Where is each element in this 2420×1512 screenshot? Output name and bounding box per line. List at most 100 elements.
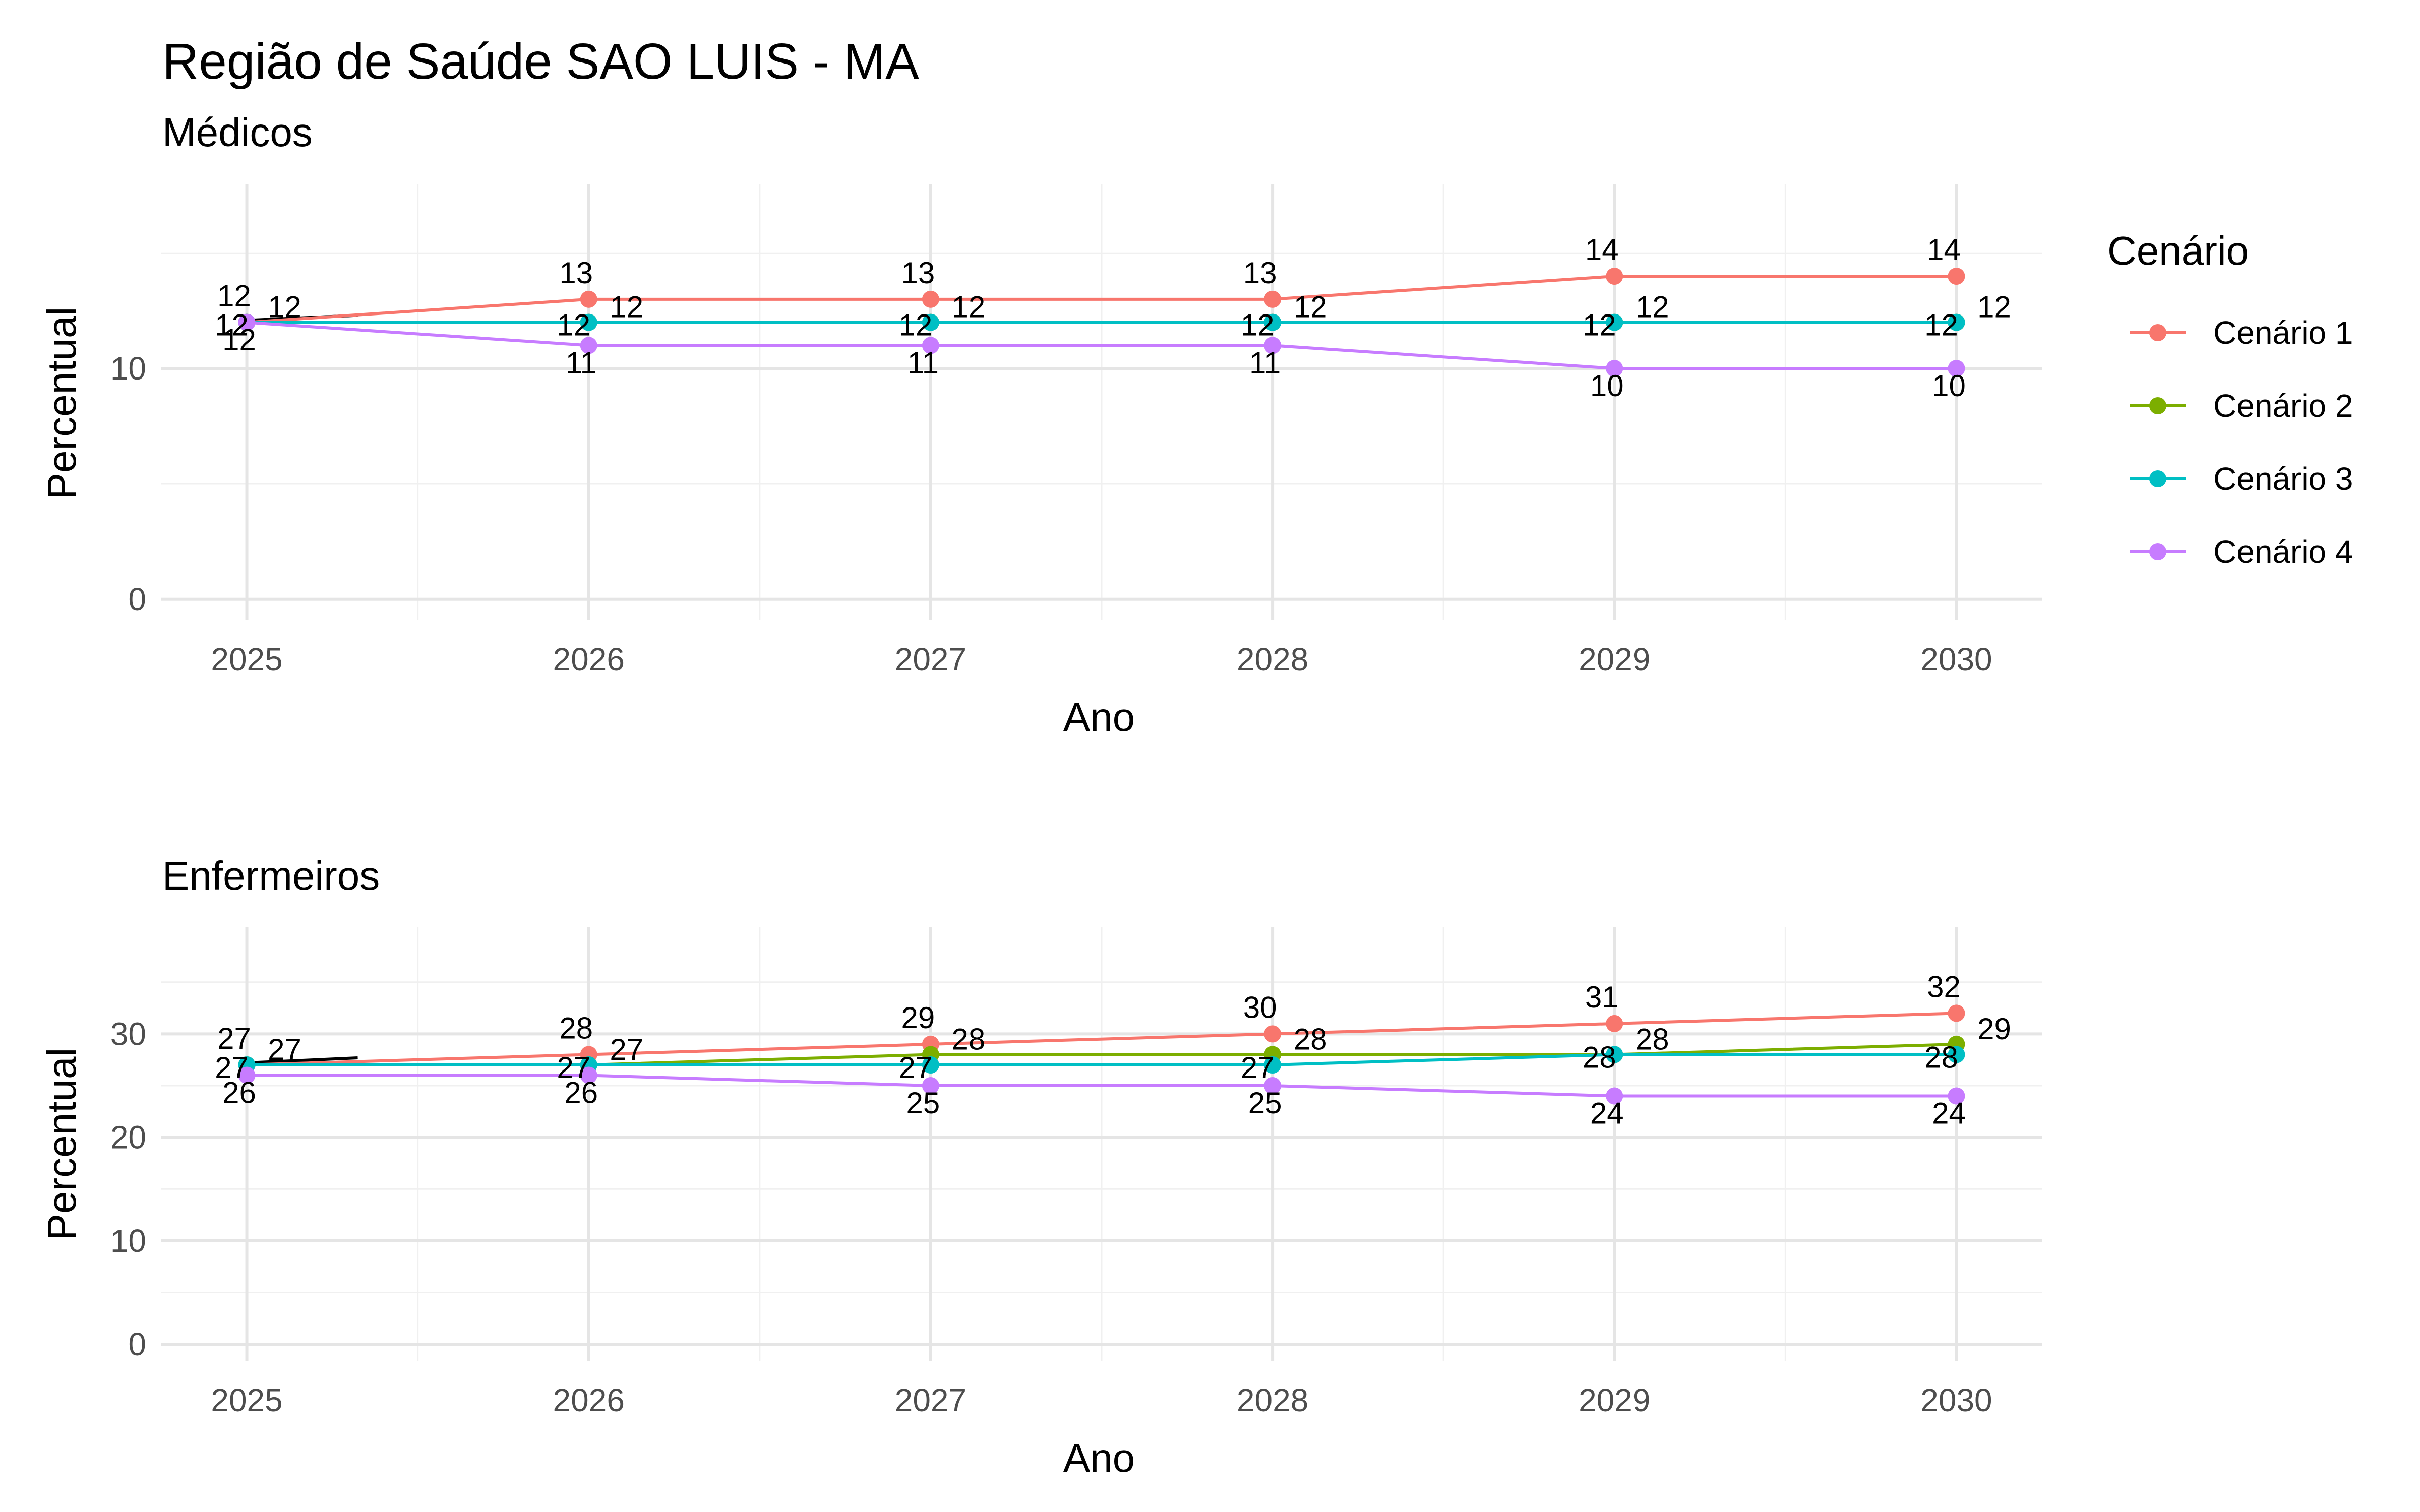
- chart-title: Região de Saúde SAO LUIS - MA: [162, 33, 919, 90]
- legend-item-label: Cenário 4: [2213, 534, 2353, 570]
- y-tick-label: 10: [110, 350, 146, 387]
- x-tick-label: 2026: [553, 1382, 625, 1418]
- y-tick-label: 0: [128, 581, 146, 617]
- legend-item-label: Cenário 3: [2213, 461, 2353, 497]
- data-label: 27: [1241, 1051, 1275, 1085]
- data-label: 12: [952, 290, 986, 324]
- data-point-4: [580, 1066, 597, 1084]
- data-point-4: [922, 337, 939, 354]
- data-label: 10: [1932, 369, 1966, 403]
- data-label: 14: [1585, 233, 1619, 267]
- y-tick-label: 0: [128, 1326, 146, 1362]
- data-label: 31: [1585, 980, 1619, 1014]
- data-label: 12: [1583, 308, 1616, 342]
- data-label: 12: [222, 323, 256, 357]
- data-point-4: [1264, 1077, 1282, 1095]
- x-tick-label: 2027: [895, 1382, 966, 1418]
- data-point-3: [580, 313, 597, 331]
- data-label: 12: [215, 308, 249, 342]
- data-point-1: [1948, 1004, 1965, 1022]
- x-tick-label: 2025: [211, 641, 282, 677]
- data-label: 10: [1590, 369, 1624, 403]
- data-label: 30: [1243, 990, 1277, 1024]
- series-line-4: [247, 321, 1957, 370]
- data-point-1: [922, 290, 939, 308]
- x-tick-label: 2028: [1237, 1382, 1308, 1418]
- data-point-1: [1264, 1025, 1282, 1043]
- data-label: 11: [1249, 346, 1281, 380]
- data-point-4: [922, 1077, 939, 1095]
- data-point-4: [1606, 1087, 1623, 1105]
- data-label: 27: [217, 1022, 251, 1055]
- data-label: 14: [1927, 233, 1961, 267]
- data-label: 27: [610, 1033, 643, 1066]
- data-point-1: [580, 290, 597, 308]
- series-line-1: [247, 275, 1957, 324]
- panel-1-y-axis-title: Percentual: [39, 307, 84, 499]
- label-leader-line: [247, 1056, 358, 1064]
- data-label: 11: [566, 346, 597, 380]
- legend-key-point: [2149, 470, 2166, 487]
- data-label: 28: [1924, 1040, 1958, 1074]
- x-tick-label: 2029: [1579, 641, 1650, 677]
- data-label: 11: [908, 346, 939, 380]
- data-point-4: [1606, 360, 1623, 377]
- y-tick-label: 10: [110, 1223, 146, 1259]
- data-label: 28: [1294, 1022, 1327, 1056]
- data-point-4: [238, 313, 256, 331]
- data-label: 25: [1248, 1086, 1282, 1120]
- data-point-3: [922, 1056, 939, 1074]
- data-label: 24: [1590, 1097, 1624, 1130]
- panel-2-y-axis-title: Percentual: [39, 1048, 84, 1240]
- data-label: 28: [952, 1022, 986, 1056]
- x-tick-label: 2026: [553, 641, 625, 677]
- data-label: 12: [1294, 290, 1327, 324]
- legend-title: Cenário: [2107, 228, 2249, 273]
- legend-key-point: [2149, 324, 2166, 341]
- data-point-1: [1606, 1015, 1623, 1032]
- data-label: 32: [1927, 970, 1961, 1003]
- data-label: 28: [1636, 1022, 1669, 1056]
- data-label: 29: [901, 1001, 935, 1035]
- data-label: 13: [559, 256, 593, 290]
- data-point-3: [1264, 1056, 1282, 1074]
- x-tick-label: 2030: [1920, 641, 1992, 677]
- legend: Cenário Cenário 1 Cenário 2 Cenário 3 Cenár…: [2107, 228, 2353, 570]
- x-tick-label: 2027: [895, 641, 966, 677]
- data-label: 27: [268, 1033, 301, 1066]
- data-label: 12: [1636, 290, 1669, 324]
- panel-1-x-axis-title: Ano: [1063, 695, 1135, 739]
- data-label: 12: [268, 290, 301, 324]
- series-line-4: [247, 1074, 1957, 1098]
- data-label: 12: [899, 308, 933, 342]
- data-label: 29: [1977, 1012, 2011, 1046]
- legend-item-label: Cenário 1: [2213, 314, 2353, 351]
- data-point-3: [1264, 313, 1282, 331]
- data-point-1: [1948, 268, 1965, 285]
- data-label: 12: [557, 308, 590, 342]
- legend-item-label: Cenário 2: [2213, 388, 2353, 424]
- x-tick-label: 2030: [1920, 1382, 1992, 1418]
- y-tick-label: 30: [110, 1016, 146, 1052]
- data-point-4: [1948, 1087, 1965, 1105]
- data-label: 12: [217, 279, 251, 313]
- data-label: 26: [564, 1076, 598, 1110]
- panel-2-x-axis-title: Ano: [1063, 1435, 1135, 1480]
- data-label: 28: [559, 1011, 593, 1045]
- data-label: 25: [906, 1086, 940, 1120]
- data-label: 28: [1583, 1040, 1616, 1074]
- data-point-3: [1606, 1046, 1623, 1063]
- legend-key-point: [2149, 397, 2166, 414]
- data-label: 26: [222, 1076, 256, 1110]
- series-line-3: [247, 1053, 1957, 1066]
- panel-1-subtitle: Médicos: [162, 110, 313, 155]
- data-label: 12: [1241, 308, 1275, 342]
- data-point-1: [1264, 290, 1282, 308]
- data-label: 12: [610, 290, 643, 324]
- data-point-3: [1948, 1046, 1965, 1063]
- data-point-3: [1948, 313, 1965, 331]
- data-label: 13: [1243, 256, 1277, 290]
